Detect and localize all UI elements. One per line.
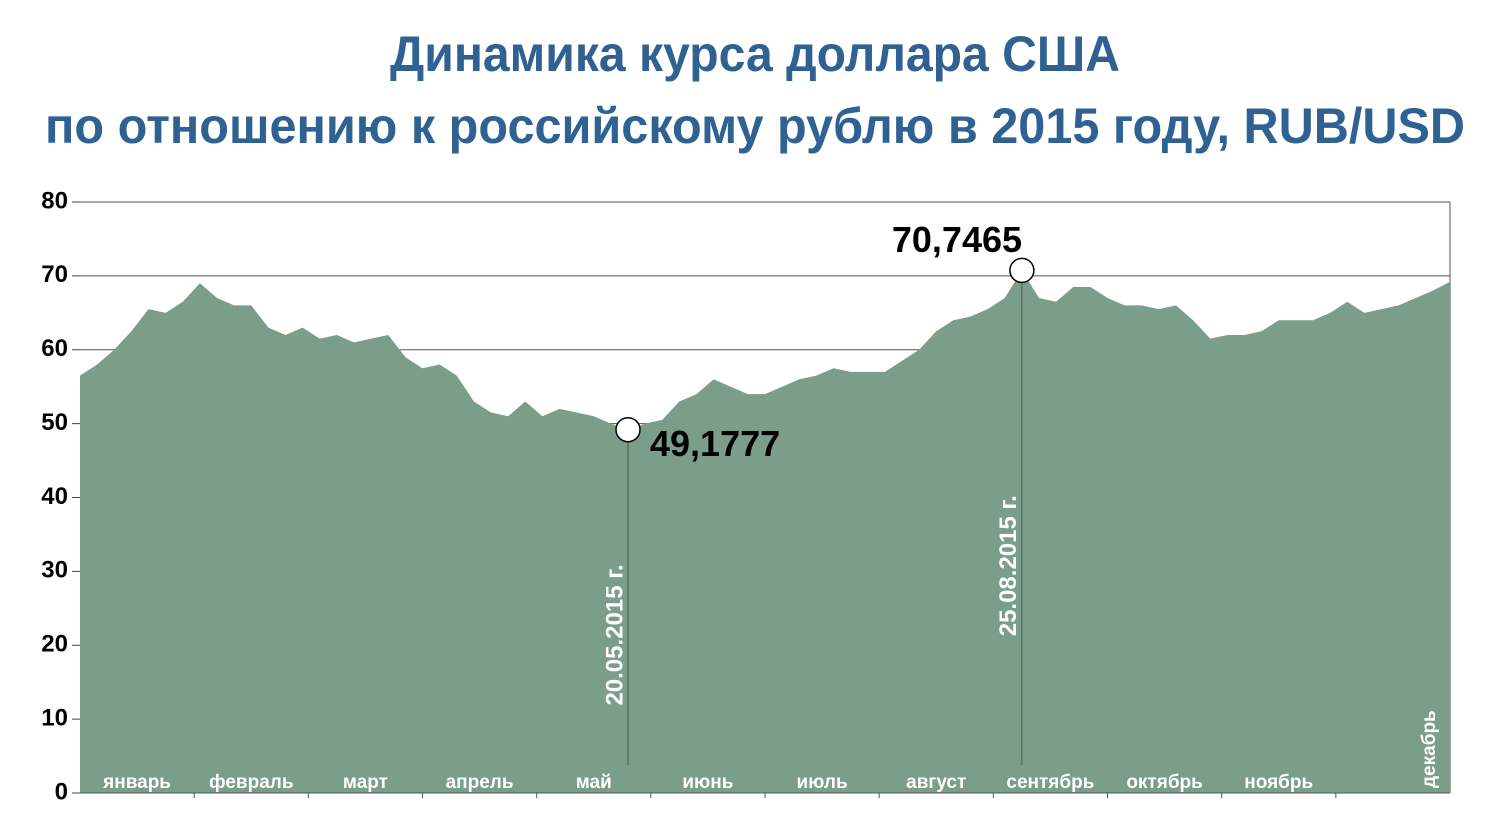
y-tick-label: 80 [41, 187, 68, 214]
x-label: январь [102, 772, 171, 793]
x-label: июль [796, 772, 847, 793]
y-tick-label: 0 [55, 778, 68, 805]
chart-title: Динамика курса доллара США [390, 26, 1120, 82]
x-label: май [576, 772, 612, 793]
annotation-value: 49,1777 [650, 423, 780, 464]
annotation-date: 25.08.2015 г. [995, 495, 1022, 636]
y-tick-label: 10 [41, 704, 68, 731]
x-label: декабрь [1419, 710, 1440, 788]
x-label: сентябрь [1006, 772, 1094, 793]
x-label: февраль [209, 772, 294, 793]
area [80, 270, 1450, 793]
x-label: апрель [446, 772, 514, 793]
annotation-value: 70,7465 [892, 219, 1022, 260]
x-label: ноябрь [1244, 772, 1313, 793]
annotation-date: 20.05.2015 г. [601, 565, 628, 706]
y-tick-label: 70 [41, 261, 68, 288]
x-label: март [343, 772, 388, 793]
y-tick-label: 50 [41, 409, 68, 436]
x-label: октябрь [1126, 772, 1203, 793]
y-tick-label: 20 [41, 631, 68, 658]
y-tick-label: 60 [41, 335, 68, 362]
annotation-marker [1009, 257, 1035, 284]
annotation-marker [615, 416, 641, 443]
x-label: июнь [682, 772, 733, 793]
y-tick-label: 40 [41, 483, 68, 510]
chart-title: по отношению к российскому рублю в 2015 … [45, 98, 1465, 154]
y-tick-label: 30 [41, 557, 68, 584]
x-label: август [906, 772, 966, 793]
